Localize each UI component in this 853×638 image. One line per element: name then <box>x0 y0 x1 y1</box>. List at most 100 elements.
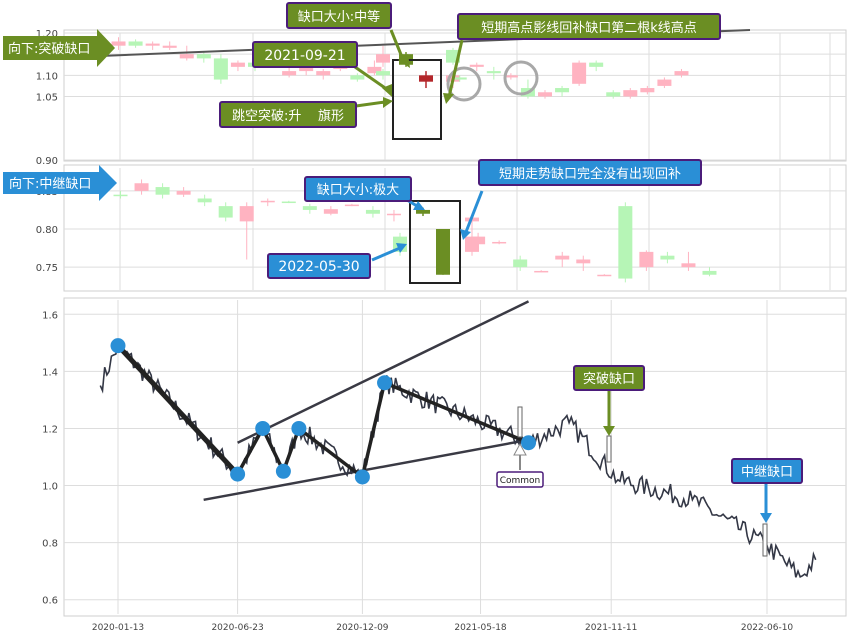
callout-high-retest-label: 短期高点影线回补缺口第二根k线高点 <box>481 20 697 36</box>
p2-candle-3 <box>176 190 191 195</box>
p1-candle-14 <box>350 75 365 80</box>
p1-candle-22 <box>486 71 501 74</box>
p3-ytick-0: 1.6 <box>42 310 58 321</box>
p1-candle-2 <box>145 43 160 46</box>
callout-common-box <box>496 471 544 488</box>
p2-candle-13 <box>386 213 401 216</box>
arrow-high-retest-head <box>443 93 454 104</box>
zigzag-segment-1 <box>236 427 265 475</box>
p2-candle-24 <box>618 206 633 279</box>
p3-ytick-2: 1.2 <box>42 424 58 435</box>
p1-candle-11 <box>299 66 314 72</box>
p1-candle-28 <box>589 62 604 67</box>
callout-breakaway-box <box>573 365 645 391</box>
p2-candle-5 <box>218 206 233 218</box>
panel-3-grid: 1.6 1.4 1.2 1.0 0.8 0.6 2020-01-13 2020-06-23 20… <box>42 300 846 633</box>
p2-candle-9 <box>302 206 317 210</box>
callout-date-1: 2021-09-21 <box>252 41 358 68</box>
pivot-point-4 <box>291 420 307 436</box>
p1-candle-12 <box>316 71 331 76</box>
panel-2-frame <box>63 164 847 292</box>
p2-candle-17 <box>471 236 486 245</box>
p1-candle-4 <box>179 54 194 59</box>
channel-upper-line <box>237 300 530 444</box>
callout-runaway-down-label: 向下:中继缺口 <box>9 176 91 192</box>
p2-candle-25 <box>639 251 654 268</box>
arrow-common-head <box>513 442 527 456</box>
callout-date-1-label: 2021-09-21 <box>264 48 345 64</box>
zigzag-segment-3 <box>281 427 301 472</box>
callout-runaway-down: 向下:中继缺口 <box>3 165 117 201</box>
arrow-gap-flag <box>355 100 386 108</box>
p3-xtick-5: 2022-06-10 <box>741 623 794 633</box>
p1-candle-10 <box>282 71 297 76</box>
pivot-point-7 <box>521 435 537 451</box>
callout-breakaway-label: 突破缺口 <box>583 371 635 387</box>
p1-candle-33 <box>674 71 689 76</box>
p1-candle-5 <box>196 54 211 59</box>
p1-candle-16 <box>376 71 390 76</box>
callout-size-medium-box <box>286 2 392 29</box>
callout-size-medium: 缺口大小:中等 <box>286 2 392 29</box>
p1-candle-1 <box>128 41 143 46</box>
callout-date-1-box <box>252 41 358 68</box>
p1-ytick-2: 1.10 <box>36 71 58 82</box>
zigzag-segment-5 <box>360 382 387 478</box>
arrow-size-huge-head <box>413 201 425 210</box>
p2-candle-18 <box>492 241 507 244</box>
callout-runaway-label: 中继缺口 <box>741 465 793 480</box>
arrow-no-fill <box>464 190 484 233</box>
p2-candle-8 <box>281 201 296 204</box>
callout-high-retest: 短期高点影线回补缺口第二根k线高点 <box>457 13 721 40</box>
p2-candle-10 <box>323 209 338 214</box>
p1-candle-32 <box>657 79 672 86</box>
callout-date-2-box <box>267 253 371 279</box>
callout-size-huge: 缺口大小:极大 <box>304 176 412 202</box>
p2-candle-19 <box>513 259 528 268</box>
callout-size-medium-label: 缺口大小:中等 <box>298 9 380 25</box>
callout-date-2-label: 2022-05-30 <box>278 259 359 275</box>
p1-candle-23 <box>503 75 518 78</box>
p3-ytick-3: 1.0 <box>42 482 58 493</box>
p3-ytick-4: 0.8 <box>42 539 58 550</box>
p2-ytick-2: 0.75 <box>36 263 58 274</box>
p2-candle-27 <box>681 263 696 268</box>
p2-candle-7 <box>260 200 275 203</box>
zigzag-lines <box>116 343 530 479</box>
pivot-point-0 <box>110 338 126 354</box>
p3-xtick-4: 2021-11-11 <box>585 623 637 633</box>
p2-candle-2 <box>155 187 170 195</box>
callout-runaway-box <box>731 458 803 484</box>
arrow-date-1 <box>354 65 389 92</box>
p1-candle-31 <box>640 88 655 93</box>
p1-candle-27 <box>572 62 587 84</box>
p1-candle-0 <box>111 41 126 46</box>
callout-runaway: 中继缺口 <box>731 458 803 484</box>
arrow-high-retest <box>447 39 464 98</box>
p3-ytick-1: 1.4 <box>42 367 58 378</box>
p1-candle-21 <box>469 64 484 67</box>
arrow-size-medium <box>389 29 406 63</box>
p2-candle-26 <box>660 255 675 260</box>
gap-box-2 <box>409 200 461 284</box>
callout-high-retest-box <box>457 13 721 40</box>
p3-xtick-0: 2020-01-13 <box>92 623 144 633</box>
p2-candle-20 <box>534 270 549 273</box>
p1-candle-3 <box>162 45 177 48</box>
common-gap-marker <box>517 406 523 438</box>
callout-date-2: 2022-05-30 <box>267 253 371 279</box>
pivot-point-3 <box>275 463 291 479</box>
arrow-date-2 <box>371 246 401 262</box>
p1-candle-29 <box>606 92 621 97</box>
zigzag-segment-4 <box>297 427 364 479</box>
p2-candle-22 <box>576 259 591 264</box>
arrow-gap-flag-head <box>383 97 393 108</box>
p1-ytick-3: 1.05 <box>36 93 58 104</box>
p3-xtick-2: 2020-12-09 <box>336 623 389 633</box>
p1-ytick-0: 1.20 <box>36 29 58 40</box>
p2-candle-28 <box>702 270 717 275</box>
p2-candle-4 <box>197 198 212 203</box>
callout-breakaway: 突破缺口 <box>573 365 645 391</box>
p1-candle-6 <box>213 58 228 80</box>
